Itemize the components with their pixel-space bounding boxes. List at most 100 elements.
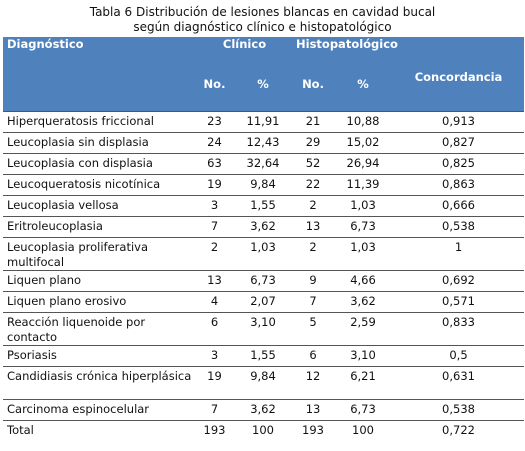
cell-clinico-no: 19 (196, 366, 233, 400)
table-header: Diagnóstico Clínico Histopatológico Conc… (3, 37, 525, 112)
lesions-table: Diagnóstico Clínico Histopatológico Conc… (3, 37, 525, 442)
header-concordancia: Concordancia (393, 37, 525, 112)
cell-histo-no: 193 (302, 423, 324, 437)
cell-diagnostico: Leucoqueratosis nicotínica (3, 174, 196, 196)
cell-histo-no: 2 (293, 195, 334, 217)
cell-clinico-pct: 6,73 (233, 270, 294, 292)
cell-concordancia: 0,825 (393, 153, 525, 175)
table-row: Eritroleucoplasia 7 3,62 13 6,73 0,538 (3, 216, 525, 238)
table-row: Liquen plano erosivo 4 2,07 7 3,62 0,571 (3, 291, 525, 313)
cell-diagnostico: Liquen plano (3, 270, 196, 292)
cell-diagnostico: Psoriasis (3, 345, 196, 367)
cell-clinico-no: 3 (196, 345, 233, 367)
cell-clinico-no: 193 (203, 423, 226, 437)
cell-clinico-no: 13 (196, 270, 233, 292)
cell-histo-no: 5 (293, 312, 334, 346)
cell-concordancia: 0,538 (393, 216, 525, 238)
header-diagnostico: Diagnóstico (3, 37, 196, 57)
cell-concordancia: 0,913 (393, 111, 525, 133)
cell-histo-pct: 3,10 (333, 345, 394, 367)
cell-histo-no: 9 (293, 270, 334, 292)
cell-clinico-pct: 11,91 (233, 111, 294, 133)
cell-diagnostico: Hiperqueratosis friccional (3, 111, 196, 133)
cell-clinico-no: 6 (196, 312, 233, 346)
cell-clinico-no: 23 (196, 111, 233, 133)
cell-clinico-pct: 1,55 (233, 195, 294, 217)
cell-histo-pct: 10,88 (333, 111, 394, 133)
table-caption: Tabla 6 Distribución de lesiones blancas… (0, 5, 525, 35)
cell-histo-pct: 1,03 (333, 195, 394, 217)
header-histo-pct: % (333, 57, 394, 112)
cell-concordancia: 0,722 (442, 423, 475, 437)
cell-diagnostico: Leucoplasia proliferativa multifocal (3, 237, 196, 271)
cell-histo-no: 13 (293, 216, 334, 238)
cell-histo-no: 2 (293, 237, 334, 271)
header-clinico: Clínico (196, 37, 294, 57)
cell-clinico-pct: 9,84 (233, 174, 294, 196)
table-row: Hiperqueratosis friccional 23 11,91 21 10,88… (3, 111, 525, 133)
cell-clinico-pct: 3,10 (233, 312, 294, 346)
cell-concordancia: 0,538 (393, 399, 525, 421)
cell-clinico-no: 4 (196, 291, 233, 313)
cell-clinico-no: 24 (196, 132, 233, 154)
cell-diagnostico: Leucoplasia con displasia (3, 153, 196, 175)
cell-histo-pct: 6,73 (333, 216, 394, 238)
header-histopatologico: Histopatológico (293, 37, 398, 57)
cell-concordancia: 0,827 (393, 132, 525, 154)
table-body: Hiperqueratosis friccional 23 11,91 21 10,88… (3, 111, 525, 442)
cell-diagnostico: Leucoplasia vellosa (3, 195, 196, 217)
cell-histo-pct: 100 (352, 423, 374, 437)
cell-histo-no: 7 (293, 291, 334, 313)
table-row: Candidiasis crónica hiperplásica 19 9,84 12… (3, 366, 525, 400)
cell-clinico-pct: 12,43 (233, 132, 294, 154)
table-row: Psoriasis 3 1,55 6 3,10 0,5 (3, 345, 525, 367)
cell-histo-pct: 6,21 (333, 366, 394, 400)
cell-clinico-pct: 1,03 (233, 237, 294, 271)
cell-histo-pct: 15,02 (333, 132, 394, 154)
cell-histo-pct: 3,62 (333, 291, 394, 313)
total-row: Total 193 100 193 100 0,722 (3, 421, 524, 442)
cell-histo-pct: 11,39 (333, 174, 394, 196)
table-row: Leucoplasia vellosa 3 1,55 2 1,03 0,666 (3, 195, 525, 217)
caption-line-1: Tabla 6 Distribución de lesiones blancas… (89, 5, 436, 19)
cell-histo-pct: 6,73 (333, 399, 394, 421)
table-row: Leucoplasia con displasia 63 32,64 52 26,94 0… (3, 153, 525, 175)
caption-line-2: según diagnóstico clínico e histopatológ… (133, 20, 392, 34)
cell-histo-no: 21 (293, 111, 334, 133)
cell-clinico-pct: 3,62 (233, 399, 294, 421)
cell-histo-pct: 2,59 (333, 312, 394, 346)
cell-clinico-no: 19 (196, 174, 233, 196)
cell-concordancia: 0,833 (393, 312, 525, 346)
cell-diagnostico: Carcinoma espinocelular (3, 399, 196, 421)
cell-concordancia: 0,666 (393, 195, 525, 217)
cell-clinico-pct: 9,84 (233, 366, 294, 400)
cell-concordancia: 1 (393, 237, 525, 271)
table-row: Reacción liquenoide por contacto 6 3,10 5 2,… (3, 312, 525, 346)
header-clinico-no: No. (196, 57, 233, 112)
cell-diagnostico: Leucoplasia sin displasia (3, 132, 196, 154)
cell-clinico-pct: 2,07 (233, 291, 294, 313)
cell-clinico-pct: 1,55 (233, 345, 294, 367)
cell-concordancia: 0,863 (393, 174, 525, 196)
cell-histo-no: 13 (293, 399, 334, 421)
cell-clinico-no: 2 (196, 237, 233, 271)
table-row: Liquen plano 13 6,73 9 4,66 0,692 (3, 270, 525, 292)
cell-clinico-no: 63 (196, 153, 233, 175)
cell-histo-no: 22 (293, 174, 334, 196)
cell-histo-pct: 26,94 (333, 153, 394, 175)
cell-concordancia: 0,571 (393, 291, 525, 313)
cell-diagnostico: Total (7, 423, 34, 437)
header-clinico-pct: % (233, 57, 294, 112)
cell-histo-pct: 4,66 (333, 270, 394, 292)
cell-histo-no: 29 (293, 132, 334, 154)
table-row: Leucoplasia proliferativa multifocal 2 1,0… (3, 237, 525, 271)
table-row: Leucoplasia sin displasia 24 12,43 29 15,02 0… (3, 132, 525, 154)
cell-clinico-no: 3 (196, 195, 233, 217)
cell-histo-no: 12 (293, 366, 334, 400)
cell-diagnostico: Candidiasis crónica hiperplásica (3, 366, 196, 400)
cell-histo-no: 52 (293, 153, 334, 175)
cell-diagnostico: Liquen plano erosivo (3, 291, 196, 313)
cell-concordancia: 0,692 (393, 270, 525, 292)
cell-concordancia: 0,5 (393, 345, 525, 367)
cell-clinico-no: 7 (196, 399, 233, 421)
